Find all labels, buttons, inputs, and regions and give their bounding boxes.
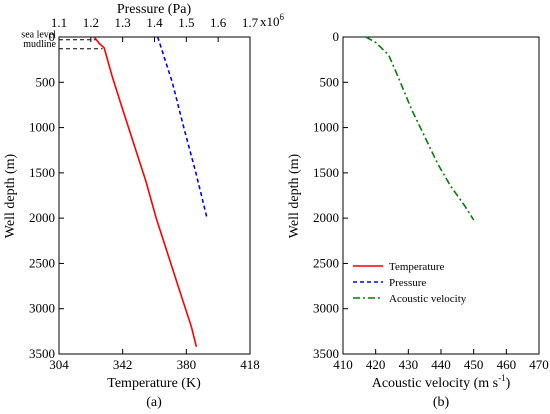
panel-a-y-tick-label: 2000 — [29, 210, 55, 225]
panel-b-series — [365, 36, 475, 221]
x-label-suffix: ) — [506, 376, 511, 391]
panel-a-frame — [58, 36, 251, 355]
panel-a-top-x-ticks: 1.1 1.2 1.3 1.4 1.5 1.6 1.7 — [51, 15, 259, 42]
series-acoustic-velocity — [365, 36, 475, 221]
panel-a-y-axis-label: Well depth (m) — [3, 153, 18, 238]
panel-b-y-tick-label: 3000 — [313, 301, 339, 316]
panel-b-y-tick-label: 1500 — [313, 165, 339, 180]
panel-a-top-x-tick-label: 1.4 — [146, 15, 163, 30]
panel-a-top-x-tick-label: 1.3 — [115, 15, 131, 30]
legend-label: Temperature — [389, 261, 445, 273]
panel-a-top-axis-multiplier: x106 — [260, 12, 285, 29]
panel-a-x-tick-label: 380 — [177, 357, 197, 372]
panel-a-y-ticks: 0 500 1000 1500 2000 2500 3000 3500 — [29, 29, 64, 361]
panel-b-acoustic-velocity: 0 500 1000 1500 2000 2500 3000 3500 410 420 430 44… — [287, 29, 549, 410]
series-pressure — [156, 36, 208, 219]
panel-b-x-tick-label: 440 — [431, 357, 451, 372]
panel-b-x-tick-label: 430 — [399, 357, 419, 372]
panel-b-x-tick-label: 460 — [497, 357, 517, 372]
panel-b-y-tick-label: 2000 — [313, 210, 339, 225]
panel-a-x-axis-label: Temperature (K) — [107, 376, 201, 391]
panel-a-y-tick-label: 2500 — [29, 255, 55, 270]
panel-a-y-tick-label: 1000 — [29, 120, 55, 135]
panel-a-top-x-tick-label: 1.2 — [83, 15, 99, 30]
panel-b-y-tick-label: 2500 — [313, 255, 339, 270]
panel-a-series — [93, 36, 208, 347]
panel-a-top-x-tick-label: 1.1 — [51, 15, 67, 30]
legend-label: Pressure — [389, 277, 426, 289]
series-temperature — [93, 36, 198, 347]
panel-b-y-ticks: 0 500 1000 1500 2000 2500 3000 3500 — [313, 29, 348, 361]
panel-a-top-axis-label: Pressure (Pa) — [117, 2, 192, 17]
panel-b-y-tick-label: 3500 — [313, 346, 339, 361]
panel-a-top-x-tick-label: 1.5 — [178, 15, 194, 30]
annotation-label: mudline — [23, 39, 56, 50]
panel-a-top-x-tick-label: 1.7 — [242, 15, 259, 30]
panel-b-x-ticks: 410 420 430 440 450 460 470 — [333, 349, 549, 372]
panel-b-y-tick-label: 1000 — [313, 120, 339, 135]
panel-b-y-axis-label: Well depth (m) — [287, 153, 302, 238]
panel-b-x-tick-label: 450 — [464, 357, 484, 372]
panel-b-legend: Temperature Pressure Acoustic velocity — [353, 261, 467, 305]
annotation-label: sea level — [21, 30, 56, 41]
panel-b-x-tick-label: 420 — [366, 357, 386, 372]
multiplier-exponent: 6 — [280, 12, 285, 22]
panel-a-y-tick-label: 1500 — [29, 165, 55, 180]
panel-b-y-tick-label: 0 — [333, 29, 340, 44]
x-label-superscript: -1 — [498, 373, 506, 383]
panel-a-x-tick-label: 342 — [113, 357, 133, 372]
panel-a-y-tick-label: 3000 — [29, 301, 55, 316]
panel-a-top-x-tick-label: 1.6 — [210, 15, 227, 30]
panel-b-frame — [342, 36, 540, 355]
legend-label: Acoustic velocity — [389, 293, 467, 305]
panel-b-x-axis-label: Acoustic velocity (m s-1) — [372, 373, 511, 391]
multiplier-base: x10 — [260, 14, 280, 29]
panel-a-y-tick-label: 3500 — [29, 346, 55, 361]
panel-a-y-tick-label: 0 — [49, 29, 56, 44]
panel-a-y-tick-label: 500 — [36, 74, 56, 89]
panel-b-x-tick-label: 470 — [529, 357, 549, 372]
panel-a-x-tick-label: 418 — [240, 357, 260, 372]
panel-b-label: (b) — [433, 395, 450, 410]
panel-a-x-ticks: 304 342 380 418 — [49, 349, 260, 372]
x-label-prefix: Acoustic velocity (m s — [372, 376, 498, 391]
panel-b-y-tick-label: 500 — [320, 74, 340, 89]
panel-a-label: (a) — [146, 395, 162, 410]
panel-b-x-tick-label: 410 — [333, 357, 353, 372]
panel-a-x-tick-label: 304 — [49, 357, 69, 372]
